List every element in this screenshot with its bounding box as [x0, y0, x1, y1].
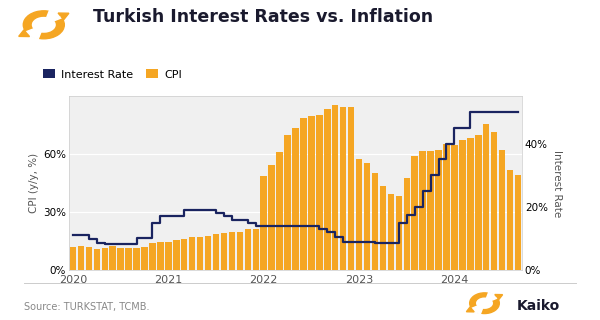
FancyArrow shape [58, 13, 69, 20]
Bar [435, 150, 442, 270]
Bar [395, 196, 402, 270]
Bar [133, 248, 140, 270]
Bar [316, 115, 323, 270]
Bar [284, 135, 291, 270]
Bar [372, 172, 378, 270]
Bar [467, 138, 473, 270]
Bar [308, 116, 314, 270]
Bar [260, 176, 267, 270]
Bar [324, 108, 331, 270]
Bar [380, 186, 386, 270]
Bar [165, 242, 172, 270]
Bar [412, 156, 418, 270]
Legend: Interest Rate, CPI: Interest Rate, CPI [38, 65, 186, 84]
Bar [70, 247, 76, 270]
Bar [149, 243, 156, 270]
Wedge shape [485, 293, 498, 303]
Bar [213, 234, 219, 270]
Bar [181, 239, 187, 270]
Bar [205, 236, 211, 270]
Bar [364, 164, 370, 270]
Bar [86, 247, 92, 270]
Text: Kaiko: Kaiko [517, 299, 560, 313]
Y-axis label: CPI (y/y, %): CPI (y/y, %) [29, 153, 39, 213]
Bar [507, 170, 514, 270]
Bar [173, 240, 179, 270]
Bar [515, 175, 521, 270]
Bar [189, 237, 196, 270]
Bar [348, 107, 355, 270]
Bar [229, 232, 235, 270]
Bar [277, 152, 283, 270]
Bar [443, 144, 450, 270]
Bar [197, 237, 203, 270]
Bar [157, 242, 164, 270]
Text: Source: TURKSTAT, TCMB.: Source: TURKSTAT, TCMB. [24, 302, 149, 312]
Bar [118, 248, 124, 270]
Bar [300, 118, 307, 270]
Bar [491, 132, 497, 270]
Bar [475, 135, 482, 270]
Bar [221, 233, 227, 270]
Wedge shape [25, 25, 44, 39]
Bar [459, 140, 466, 270]
Bar [332, 105, 338, 270]
Bar [419, 151, 426, 270]
Bar [356, 159, 362, 270]
Bar [253, 229, 259, 270]
Bar [499, 150, 505, 270]
Y-axis label: Interest Rate: Interest Rate [551, 149, 562, 217]
Wedge shape [471, 303, 485, 314]
Bar [388, 194, 394, 270]
Text: Turkish Interest Rates vs. Inflation: Turkish Interest Rates vs. Inflation [93, 8, 433, 26]
Bar [427, 151, 434, 270]
Bar [109, 246, 116, 270]
Bar [292, 128, 299, 270]
FancyArrow shape [466, 307, 474, 312]
Bar [101, 248, 108, 270]
Bar [77, 246, 84, 270]
Bar [451, 145, 458, 270]
Bar [94, 249, 100, 270]
FancyArrow shape [495, 294, 503, 300]
Wedge shape [44, 11, 62, 25]
FancyArrow shape [19, 30, 29, 36]
Bar [404, 178, 410, 270]
Bar [141, 247, 148, 270]
Bar [245, 229, 251, 270]
Bar [236, 232, 243, 270]
Bar [125, 248, 132, 270]
Bar [340, 107, 346, 270]
Bar [483, 124, 490, 270]
Bar [268, 165, 275, 270]
